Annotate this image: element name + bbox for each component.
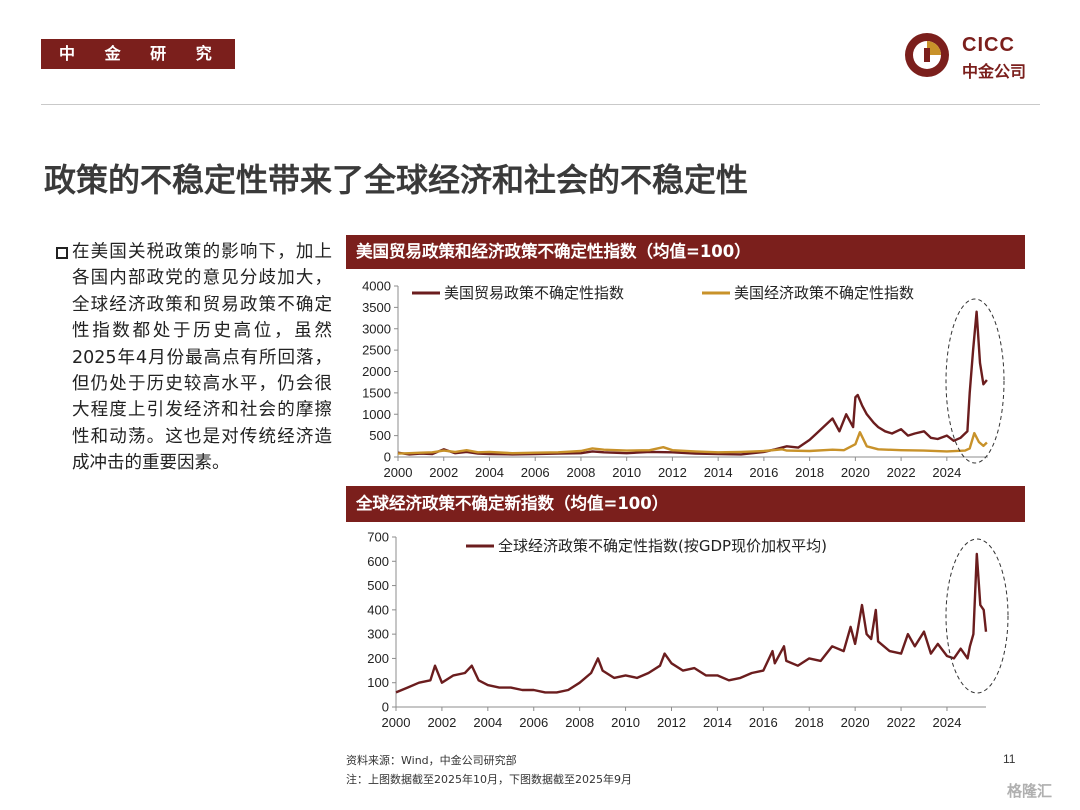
legend-label: 美国经济政策不确定性指数 bbox=[734, 284, 914, 302]
x-tick-label: 2004 bbox=[475, 465, 504, 480]
bullet-text: 在美国关税政策的影响下，加上各国内部政党的意见分歧加大，全球经济政策和贸易政策不… bbox=[72, 242, 332, 474]
source-note: 资料来源：Wind，中金公司研究部 bbox=[346, 754, 517, 767]
y-tick-label: 700 bbox=[367, 530, 389, 545]
chart-us-uncertainty: 0 500 1000 1500 2000 2500 3000 3500 4000 2000 2002… bbox=[362, 279, 1005, 480]
x-tick-label: 2010 bbox=[612, 465, 641, 480]
y-tick-label: 100 bbox=[367, 675, 389, 690]
x-tick-label: 2014 bbox=[703, 715, 732, 730]
cicc-logo-icon bbox=[905, 33, 949, 77]
x-tick-label: 2004 bbox=[473, 715, 502, 730]
y-tick-label: 1500 bbox=[362, 385, 391, 400]
logo-text-en: CICC bbox=[962, 34, 1015, 56]
series-line bbox=[397, 310, 988, 456]
x-tick-label: 2006 bbox=[519, 715, 548, 730]
y-tick-label: 600 bbox=[367, 554, 389, 569]
chart-title-bar-bottom: 全球经济政策不确定新指数（均值=100） bbox=[346, 486, 1025, 522]
y-tick-label: 0 bbox=[382, 700, 389, 715]
series-line bbox=[395, 552, 988, 694]
x-tick-label: 2022 bbox=[887, 715, 916, 730]
y-tick-label: 3000 bbox=[362, 321, 391, 336]
x-tick-label: 2012 bbox=[658, 465, 687, 480]
chart-title-bar-top: 美国贸易政策和经济政策不确定性指数（均值=100） bbox=[346, 235, 1025, 269]
legend-label: 美国贸易政策不确定性指数 bbox=[444, 284, 624, 302]
y-tick-label: 1000 bbox=[362, 407, 391, 422]
x-tick-label: 2018 bbox=[795, 715, 824, 730]
watermark: 格隆汇 bbox=[1007, 782, 1053, 800]
department-tag: 中 金 研 究 部 bbox=[41, 39, 235, 93]
bullet-square-icon bbox=[56, 247, 68, 259]
bullet-point: 在美国关税政策的影响下，加上各国内部政党的意见分歧加大，全球经济政策和贸易政策不… bbox=[54, 239, 332, 477]
x-tick-label: 2024 bbox=[933, 715, 962, 730]
y-tick-label: 200 bbox=[367, 651, 389, 666]
cicc-logo: CICC 中金公司 bbox=[902, 30, 1052, 82]
x-tick-label: 2014 bbox=[704, 465, 733, 480]
x-tick-label: 2024 bbox=[932, 465, 961, 480]
y-tick-label: 4000 bbox=[362, 279, 391, 294]
page-number: 11 bbox=[1003, 752, 1016, 766]
y-tick-label: 0 bbox=[384, 450, 391, 465]
y-tick-label: 2000 bbox=[362, 364, 391, 379]
x-tick-label: 2020 bbox=[841, 465, 870, 480]
x-tick-label: 2000 bbox=[382, 715, 411, 730]
highlight-ellipse bbox=[945, 298, 1005, 464]
y-tick-label: 500 bbox=[369, 428, 391, 443]
legend-label: 全球经济政策不确定性指数(按GDP现价加权平均) bbox=[498, 537, 827, 555]
header-divider bbox=[41, 104, 1040, 105]
y-tick-label: 3500 bbox=[362, 300, 391, 315]
x-tick-label: 2008 bbox=[566, 465, 595, 480]
x-tick-label: 2002 bbox=[427, 715, 456, 730]
y-tick-label: 300 bbox=[367, 627, 389, 642]
x-tick-label: 2002 bbox=[429, 465, 458, 480]
x-tick-label: 2022 bbox=[887, 465, 916, 480]
series-line bbox=[397, 430, 988, 455]
x-tick-label: 2016 bbox=[749, 715, 778, 730]
chart-global-uncertainty: 0 100 200 300 400 500 600 700 2000 2002 2004 2006 20… bbox=[367, 530, 1009, 730]
x-tick-label: 2010 bbox=[611, 715, 640, 730]
y-tick-label: 2500 bbox=[362, 343, 391, 358]
data-note: 注：上图数据截至2025年10月，下图数据截至2025年9月 bbox=[346, 773, 632, 786]
x-tick-label: 2000 bbox=[384, 465, 413, 480]
x-tick-label: 2016 bbox=[749, 465, 778, 480]
page-title: 政策的不稳定性带来了全球经济和社会的不稳定性 bbox=[44, 161, 749, 199]
x-tick-label: 2006 bbox=[521, 465, 550, 480]
logo-text-cn: 中金公司 bbox=[962, 62, 1027, 81]
x-tick-label: 2008 bbox=[565, 715, 594, 730]
highlight-ellipse bbox=[945, 538, 1009, 694]
x-tick-label: 2020 bbox=[841, 715, 870, 730]
x-tick-label: 2018 bbox=[795, 465, 824, 480]
x-tick-label: 2012 bbox=[657, 715, 686, 730]
y-tick-label: 500 bbox=[367, 578, 389, 593]
y-tick-label: 400 bbox=[367, 602, 389, 617]
